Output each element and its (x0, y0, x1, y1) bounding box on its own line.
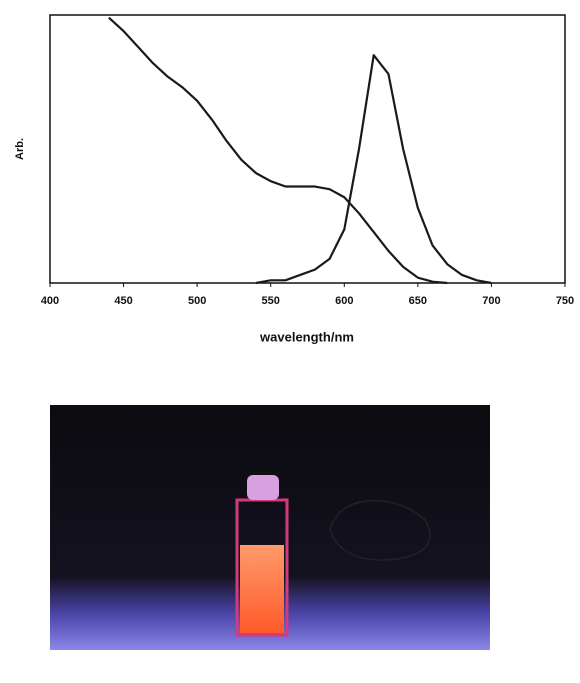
x-tick-label: 700 (482, 295, 500, 307)
x-tick-label: 450 (114, 295, 132, 307)
spectrum-line (108, 16, 448, 285)
photo (50, 405, 490, 650)
x-axis-label: wavelength/nm (259, 329, 354, 344)
x-tick-label: 550 (262, 295, 280, 307)
x-tick-label: 650 (409, 295, 427, 307)
y-axis-label: Arb. (14, 138, 26, 160)
spectrum-chart: Arb. wavelength/nm 400 450 500 550 600 650 700… (14, 14, 574, 344)
plot-frame (49, 14, 566, 284)
cuvette-liquid (240, 545, 284, 633)
cable (329, 499, 431, 561)
x-tick-label: 750 (556, 295, 574, 307)
x-tick-label: 600 (335, 295, 353, 307)
x-tick-label: 500 (188, 295, 206, 307)
spectrum-line (255, 54, 492, 285)
x-tick-label: 400 (41, 295, 59, 307)
cuvette-cap (247, 475, 279, 500)
